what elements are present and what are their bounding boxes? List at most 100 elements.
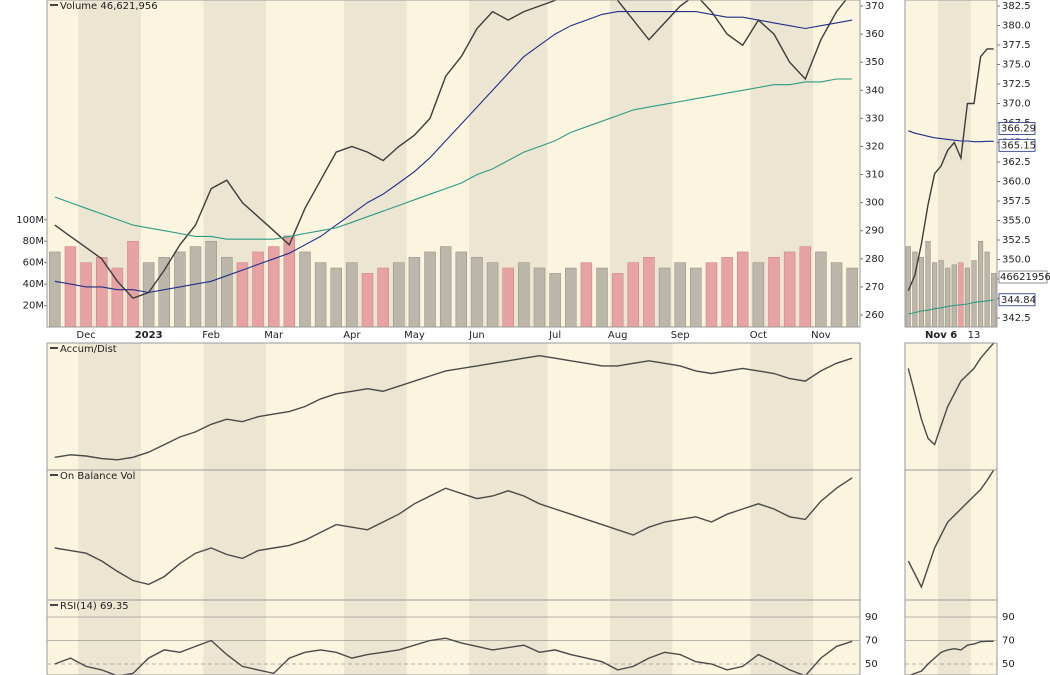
period-band <box>203 470 266 600</box>
y-tick-label: 40M <box>23 279 44 290</box>
y-tick-label: 372.5 <box>1002 79 1031 90</box>
volume-bar <box>658 267 671 327</box>
y-tick-label: 382.5 <box>1002 1 1031 12</box>
bars <box>905 240 997 327</box>
volume-bar <box>174 251 186 327</box>
volume-bar <box>945 267 951 327</box>
last-value-label: 365.15 <box>1001 140 1036 151</box>
volume-bar <box>951 264 957 327</box>
volume-bar <box>439 246 452 327</box>
y-tick-label: 370.0 <box>1002 99 1031 110</box>
lines <box>907 48 994 315</box>
panel-frame <box>904 0 998 328</box>
x-tick-label: Jun <box>468 330 485 341</box>
volume-bar <box>221 257 233 327</box>
x-tick-label: Nov <box>811 330 831 341</box>
volume-bar <box>377 267 389 327</box>
series-line <box>54 78 853 240</box>
volume-bar <box>912 251 918 327</box>
volume-bar <box>158 257 170 327</box>
panel-title: On Balance Vol <box>60 471 135 482</box>
y-tick-label: 60M <box>23 258 44 269</box>
series-line <box>908 299 994 315</box>
period-band <box>469 343 548 470</box>
volume-bar <box>596 267 608 327</box>
panel-background <box>47 343 860 470</box>
lines <box>54 637 853 675</box>
x-tick-label: 13 <box>968 330 981 341</box>
volume-bar <box>918 257 924 327</box>
volume-bar <box>752 262 765 327</box>
volume-bar <box>958 262 964 327</box>
last-value-label: 366.29 <box>1001 123 1036 134</box>
volume-bar <box>643 257 655 327</box>
y-tick-label: 70 <box>865 636 878 647</box>
x-tick-label: Aug <box>608 330 628 341</box>
legend-swatch <box>50 347 58 349</box>
y-tick-label: 360.0 <box>1002 177 1031 188</box>
panel-frame <box>46 599 861 675</box>
volume-bar <box>964 267 970 327</box>
volume-bar <box>283 235 296 327</box>
volume-bar <box>533 267 546 327</box>
series-line <box>908 640 994 675</box>
volume-bar <box>830 262 843 327</box>
volume-bar <box>502 267 514 327</box>
volume-bar <box>846 267 858 327</box>
period-band <box>344 343 407 470</box>
y-tick-label: 320 <box>865 141 884 152</box>
series-line <box>54 11 853 294</box>
y-tick-label: 300 <box>865 198 884 209</box>
y-tick-label: 290 <box>865 226 884 237</box>
volume-bar <box>80 262 92 327</box>
last-value-box <box>998 122 1036 135</box>
lines <box>908 640 994 675</box>
x-tick-label: Mar <box>264 330 284 341</box>
period-band <box>344 470 407 600</box>
volume-bar <box>518 262 530 327</box>
volume-bar <box>486 262 499 327</box>
volume-bar <box>768 257 780 327</box>
volume-bar <box>189 246 202 327</box>
y-tick-label: 90 <box>865 612 878 623</box>
volume-bar <box>205 240 217 327</box>
legend-swatch <box>50 604 58 606</box>
last-value-label: 46621956 <box>1000 272 1050 283</box>
series-line <box>54 477 853 586</box>
last-value-label: 344.84 <box>1001 295 1036 306</box>
volume-bar <box>346 262 358 327</box>
y-tick-label: 310 <box>865 170 884 181</box>
volume-bar <box>393 262 405 327</box>
panel-frame <box>46 0 861 328</box>
volume-bar <box>408 257 421 327</box>
volume-bar <box>127 240 139 327</box>
period-band <box>937 343 971 470</box>
volume-bar <box>799 246 812 327</box>
y-tick-label: 355.0 <box>1002 216 1031 227</box>
volume-bar <box>674 262 686 327</box>
volume-bar <box>737 251 749 327</box>
y-tick-label: 270 <box>865 282 884 293</box>
series-line <box>907 343 995 446</box>
lines <box>54 0 853 300</box>
y-tick-label: 362.5 <box>1002 157 1031 168</box>
series-line <box>54 354 853 461</box>
legend-swatch <box>50 474 58 476</box>
volume-bar <box>424 251 436 327</box>
period-band <box>937 470 971 600</box>
y-tick-label: 342.5 <box>1002 313 1031 324</box>
volume-bar <box>611 273 624 327</box>
x-tick-label: Feb <box>202 330 220 341</box>
x-tick-label: Nov 6 <box>925 330 957 341</box>
volume-bar <box>49 251 61 327</box>
volume-bar <box>361 273 374 327</box>
y-tick-label: 360 <box>865 29 884 40</box>
x-tick-label: 2023 <box>135 330 163 341</box>
period-band <box>750 343 814 470</box>
last-value-box <box>998 293 1036 307</box>
y-tick-label: 100M <box>16 215 44 226</box>
x-tick-label: May <box>404 330 425 341</box>
period-band <box>78 343 141 470</box>
panel-title: Accum/Dist <box>60 344 117 355</box>
volume-bar <box>95 257 108 327</box>
